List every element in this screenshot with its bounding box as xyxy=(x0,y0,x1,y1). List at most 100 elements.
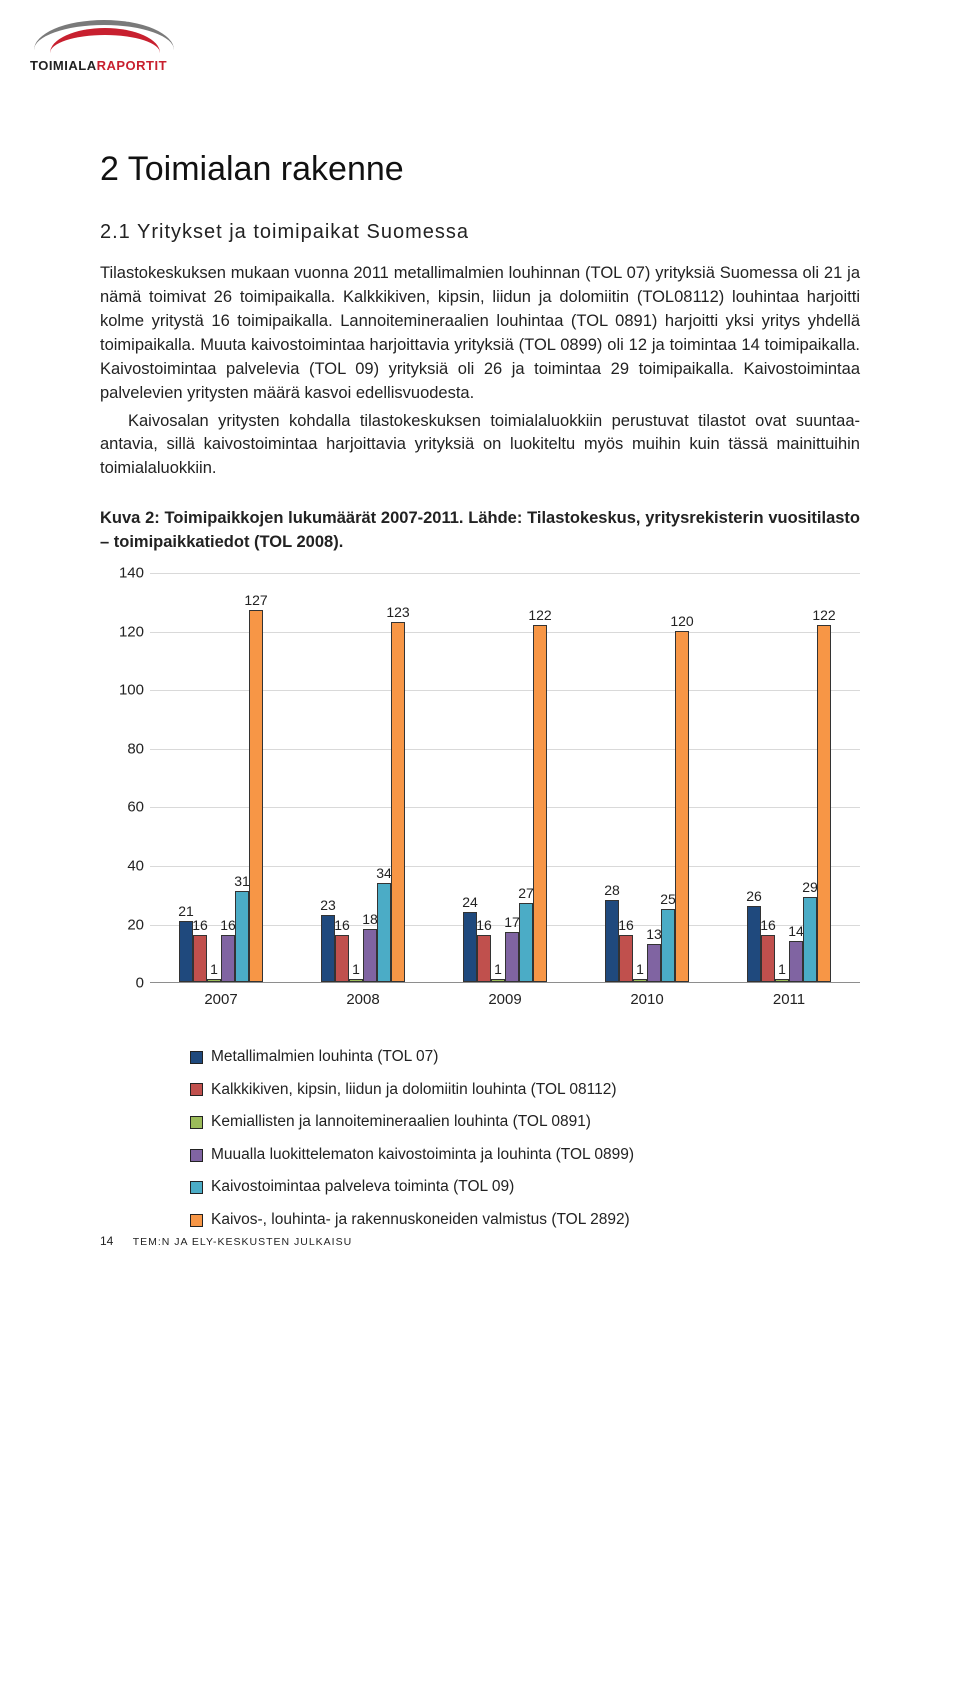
y-tick-label: 0 xyxy=(100,975,144,992)
bar-value-label: 13 xyxy=(646,926,662,942)
bar xyxy=(391,622,405,982)
bar xyxy=(747,906,761,982)
page-heading: 2 Toimialan rakenne xyxy=(100,150,860,189)
x-tick-label: 2009 xyxy=(463,991,547,1008)
bar xyxy=(761,935,775,982)
legend-label: Kaivostoimintaa palveleva toiminta (TOL … xyxy=(211,1171,514,1204)
chart-legend: Metallimalmien louhinta (TOL 07)Kalkkiki… xyxy=(190,1041,860,1236)
legend-item: Kalkkikiven, kipsin, liidun ja dolomiiti… xyxy=(190,1074,860,1107)
bar-value-label: 1 xyxy=(352,961,360,977)
legend-item: Metallimalmien louhinta (TOL 07) xyxy=(190,1041,860,1074)
bar xyxy=(335,935,349,982)
bar-value-label: 18 xyxy=(362,911,378,927)
bar-value-label: 34 xyxy=(376,865,392,881)
legend-swatch xyxy=(190,1181,203,1194)
bar xyxy=(193,935,207,982)
legend-swatch xyxy=(190,1116,203,1129)
bar xyxy=(363,929,377,982)
bar-value-label: 24 xyxy=(462,894,478,910)
legend-swatch xyxy=(190,1083,203,1096)
y-tick-label: 60 xyxy=(100,799,144,816)
body-paragraph-2: Kaivosalan yritysten kohdalla tilastokes… xyxy=(100,410,860,482)
x-tick-label: 2011 xyxy=(747,991,831,1008)
bar xyxy=(321,915,335,982)
legend-item: Kaivos-, louhinta- ja rakennuskoneiden v… xyxy=(190,1204,860,1237)
bar xyxy=(633,979,647,982)
bar-value-label: 26 xyxy=(746,888,762,904)
x-tick-label: 2007 xyxy=(179,991,263,1008)
brand-logo: TOIMIALARAPORTIT xyxy=(30,20,180,73)
legend-item: Muualla luokittelematon kaivostoiminta j… xyxy=(190,1139,860,1172)
legend-item: Kemiallisten ja lannoitemineraalien louh… xyxy=(190,1106,860,1139)
bar xyxy=(463,912,477,982)
bar-value-label: 122 xyxy=(528,607,551,623)
legend-swatch xyxy=(190,1214,203,1227)
bar-value-label: 23 xyxy=(320,897,336,913)
y-tick-label: 80 xyxy=(100,740,144,757)
legend-swatch xyxy=(190,1149,203,1162)
y-tick-label: 20 xyxy=(100,916,144,933)
bar-value-label: 31 xyxy=(234,873,250,889)
bar-value-label: 14 xyxy=(788,923,804,939)
bar xyxy=(605,900,619,982)
bar-value-label: 28 xyxy=(604,882,620,898)
bar xyxy=(619,935,633,982)
bar-value-label: 16 xyxy=(618,917,634,933)
y-tick-label: 120 xyxy=(100,623,144,640)
bar xyxy=(221,935,235,982)
page-number: 14 xyxy=(100,1234,113,1248)
bar-value-label: 16 xyxy=(334,917,350,933)
bar xyxy=(803,897,817,982)
bar-value-label: 123 xyxy=(386,604,409,620)
bar xyxy=(789,941,803,982)
bar xyxy=(775,979,789,982)
bar xyxy=(533,625,547,982)
bar-value-label: 27 xyxy=(518,885,534,901)
x-tick-label: 2010 xyxy=(605,991,689,1008)
bar-value-label: 1 xyxy=(636,961,644,977)
bar-value-label: 16 xyxy=(192,917,208,933)
bar-value-label: 1 xyxy=(210,961,218,977)
page-footer: 14 TEM:N JA ELY-KESKUSTEN JULKAISU xyxy=(100,1234,352,1248)
bar xyxy=(505,932,519,982)
legend-label: Kemiallisten ja lannoitemineraalien louh… xyxy=(211,1106,591,1139)
bar-chart: 0204060801001201402116116311272007231611… xyxy=(100,573,860,1023)
legend-label: Muualla luokittelematon kaivostoiminta j… xyxy=(211,1139,634,1172)
legend-label: Metallimalmien louhinta (TOL 07) xyxy=(211,1041,438,1074)
bar-value-label: 25 xyxy=(660,891,676,907)
bar-value-label: 1 xyxy=(778,961,786,977)
figure-caption: Kuva 2: Toimipaikkojen lukumäärät 2007-2… xyxy=(100,507,860,555)
bar-value-label: 127 xyxy=(244,592,267,608)
plot-area: 2116116311272007231611834123200824161172… xyxy=(150,573,860,983)
bar xyxy=(349,979,363,982)
bar-value-label: 16 xyxy=(476,917,492,933)
y-tick-label: 100 xyxy=(100,682,144,699)
bar-value-label: 29 xyxy=(802,879,818,895)
x-tick-label: 2008 xyxy=(321,991,405,1008)
bar xyxy=(675,631,689,982)
bar-value-label: 16 xyxy=(760,917,776,933)
bar xyxy=(519,903,533,982)
bar xyxy=(491,979,505,982)
bar-value-label: 120 xyxy=(670,613,693,629)
legend-label: Kaivos-, louhinta- ja rakennuskoneiden v… xyxy=(211,1204,630,1237)
bar-value-label: 1 xyxy=(494,961,502,977)
bar xyxy=(661,909,675,982)
section-heading: 2.1 Yritykset ja toimipaikat Suomessa xyxy=(100,221,860,244)
bar xyxy=(377,883,391,983)
y-tick-label: 140 xyxy=(100,565,144,582)
logo-arc-red xyxy=(50,28,160,78)
bar-value-label: 21 xyxy=(178,903,194,919)
bar-value-label: 16 xyxy=(220,917,236,933)
bar xyxy=(179,921,193,983)
footer-source: TEM:N JA ELY-KESKUSTEN JULKAISU xyxy=(133,1236,352,1248)
legend-item: Kaivostoimintaa palveleva toiminta (TOL … xyxy=(190,1171,860,1204)
bar xyxy=(235,891,249,982)
legend-swatch xyxy=(190,1051,203,1064)
y-tick-label: 40 xyxy=(100,857,144,874)
bar xyxy=(207,979,221,982)
bar xyxy=(477,935,491,982)
bar xyxy=(249,610,263,982)
bar-value-label: 17 xyxy=(504,914,520,930)
bar xyxy=(647,944,661,982)
